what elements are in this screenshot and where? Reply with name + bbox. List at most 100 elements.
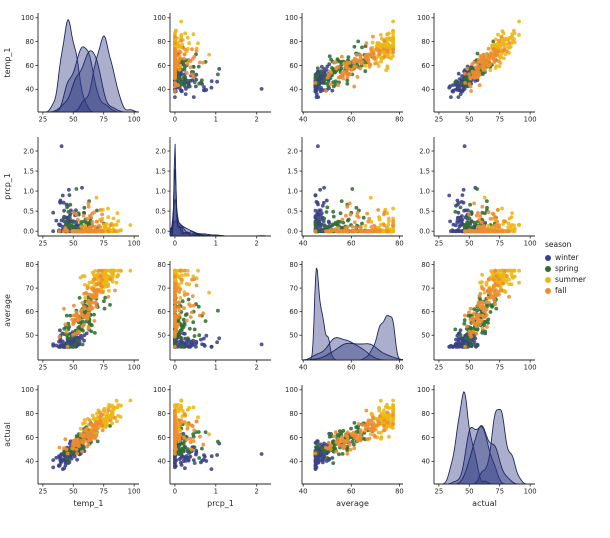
y-tick-average: 80: [25, 261, 34, 269]
y-tick-prcp_1: 2.0: [419, 147, 430, 155]
y-tick-prcp_1: 1.0: [419, 187, 430, 195]
x-tick-average: 80: [395, 488, 404, 496]
x-axis-label-average: average: [336, 499, 369, 508]
x-tick-prcp_1: 1: [214, 488, 218, 496]
kde-curve: [302, 342, 403, 360]
x-tick-prcp_1: 0: [173, 488, 177, 496]
x-tick-temp_1: 75: [99, 364, 108, 372]
y-tick-prcp_1: 0.0: [23, 227, 34, 235]
cell-prcp_1-vs-actual: 25 50 75 100 0.0 0.5 1.0 1.5 2.0: [419, 137, 537, 248]
y-tick-temp_1: 80: [289, 38, 298, 46]
y-tick-prcp_1: 2.0: [287, 147, 298, 155]
kde-curve: [38, 50, 139, 112]
y-tick-actual: 40: [157, 458, 166, 466]
x-tick-actual: 50: [465, 364, 474, 372]
y-tick-temp_1: 40: [289, 86, 298, 94]
legend-label-fall: fall: [555, 286, 567, 295]
x-tick-average: 40: [299, 116, 308, 124]
x-tick-actual: 75: [495, 364, 504, 372]
fall-swatch-icon: [545, 287, 551, 294]
x-tick-average: 60: [347, 364, 356, 372]
y-tick-average: 80: [421, 261, 430, 269]
kde-layer: [38, 19, 139, 112]
y-tick-temp_1: 60: [421, 62, 430, 70]
kde-curve: [170, 143, 271, 236]
x-tick-prcp_1: 0: [173, 116, 177, 124]
cell-actual-vs-prcp_1: 0 1 2 40 60 80 100 prcp_1: [153, 385, 271, 508]
x-tick-temp_1: 100: [128, 364, 141, 372]
x-tick-prcp_1: 1: [214, 364, 218, 372]
x-tick-temp_1: 75: [99, 240, 108, 248]
y-tick-average: 80: [157, 261, 166, 269]
x-tick-average: 40: [299, 364, 308, 372]
y-tick-prcp_1: 1.0: [287, 187, 298, 195]
y-tick-prcp_1: 0.5: [419, 207, 430, 215]
legend-item-fall: fall: [545, 285, 586, 296]
y-tick-prcp_1: 0.0: [419, 227, 430, 235]
y-tick-temp_1: 40: [25, 86, 34, 94]
y-tick-actual: 80: [157, 410, 166, 418]
scatter-layer: [173, 268, 264, 349]
x-tick-temp_1: 25: [39, 364, 48, 372]
x-tick-prcp_1: 0: [173, 364, 177, 372]
y-tick-prcp_1: 1.5: [287, 167, 298, 175]
y-tick-average: 70: [421, 284, 430, 292]
y-tick-actual: 60: [25, 434, 34, 442]
kde-curve: [434, 391, 535, 484]
y-tick-average: 60: [157, 308, 166, 316]
y-tick-temp_1: 100: [153, 14, 166, 22]
x-tick-actual: 25: [435, 116, 444, 124]
scatter-layer: [51, 268, 133, 349]
y-tick-average: 60: [25, 308, 34, 316]
x-tick-temp_1: 25: [39, 488, 48, 496]
y-tick-actual: 80: [421, 410, 430, 418]
cell-actual-vs-actual: 25 50 75 100 40 60 80 100 actual: [417, 385, 537, 508]
spring-swatch-icon: [545, 265, 551, 272]
y-tick-temp_1: 80: [25, 38, 34, 46]
y-tick-average: 50: [25, 332, 34, 340]
y-axis-label-temp_1: temp_1: [3, 47, 12, 77]
y-tick-actual: 40: [289, 458, 298, 466]
legend-item-spring: spring: [545, 263, 586, 274]
kde-layer: [434, 391, 535, 484]
x-tick-prcp_1: 1: [214, 116, 218, 124]
y-tick-average: 70: [25, 284, 34, 292]
x-tick-actual: 75: [495, 116, 504, 124]
scatter-layer: [173, 19, 264, 99]
x-tick-actual: 50: [465, 240, 474, 248]
y-tick-prcp_1: 0.5: [23, 207, 34, 215]
y-tick-prcp_1: 0.0: [155, 227, 166, 235]
y-tick-actual: 100: [285, 386, 298, 394]
kde-curve: [434, 425, 535, 484]
y-tick-actual: 40: [25, 458, 34, 466]
kde-curve: [170, 197, 271, 236]
x-tick-temp_1: 50: [69, 240, 78, 248]
cell-prcp_1-vs-prcp_1: 0 1 2 0.0 0.5 1.0 1.5 2.0: [155, 137, 271, 248]
x-tick-average: 60: [347, 488, 356, 496]
y-tick-actual: 40: [421, 458, 430, 466]
y-tick-average: 60: [421, 308, 430, 316]
kde-curve: [170, 169, 271, 236]
y-tick-temp_1: 60: [157, 62, 166, 70]
y-tick-prcp_1: 0.0: [287, 227, 298, 235]
cell-prcp_1-vs-average: 40 60 80 0.0 0.5 1.0 1.5 2.0: [287, 137, 404, 248]
cell-actual-vs-average: 40 60 80 40 60 80 100 average: [285, 385, 404, 508]
legend-items: winter spring summer fall: [545, 252, 586, 296]
x-tick-actual: 100: [524, 116, 537, 124]
x-tick-temp_1: 50: [69, 364, 78, 372]
kde-layer: [302, 267, 403, 360]
y-tick-prcp_1: 1.5: [23, 167, 34, 175]
x-tick-prcp_1: 0: [173, 240, 177, 248]
kde-curve: [434, 408, 535, 484]
cell-average-vs-actual: 25 50 75 100 50 60 70 80: [421, 261, 536, 372]
kde-curve: [434, 426, 535, 484]
x-tick-average: 60: [347, 116, 356, 124]
y-tick-temp_1: 80: [157, 38, 166, 46]
x-axis-label-prcp_1: prcp_1: [207, 499, 234, 508]
x-tick-actual: 50: [465, 116, 474, 124]
cell-temp_1-vs-actual: 25 50 75 100 40 60 80 100: [417, 13, 537, 124]
cell-average-vs-temp_1: 25 50 75 100 50 60 70 80 average: [3, 261, 141, 372]
x-tick-temp_1: 100: [128, 240, 141, 248]
y-tick-actual: 60: [157, 434, 166, 442]
